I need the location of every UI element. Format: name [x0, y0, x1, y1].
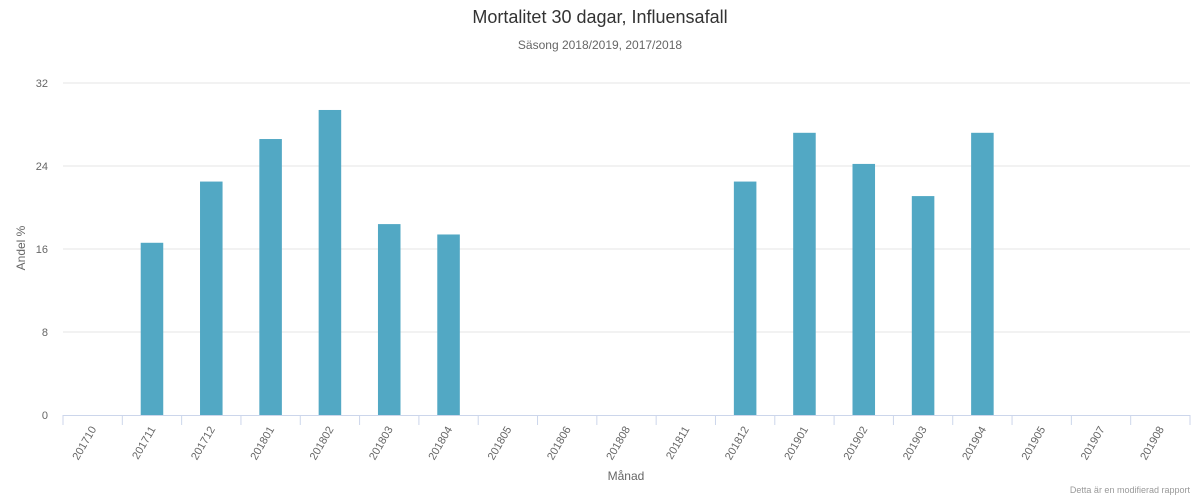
bar-201901[interactable] — [793, 132, 816, 416]
bar-201711[interactable] — [140, 242, 164, 415]
y-tick-label: 16 — [36, 244, 48, 256]
bar-201804[interactable] — [437, 234, 460, 415]
x-tick-label: 201904 — [960, 425, 989, 463]
bar-201812[interactable] — [733, 181, 757, 415]
bar-201803[interactable] — [377, 224, 401, 415]
y-tick-label: 24 — [36, 161, 48, 173]
x-tick-label: 201806 — [545, 425, 574, 463]
gridlines — [63, 82, 1190, 333]
chart-subtitle: Säsong 2018/2019, 2017/2018 — [517, 38, 683, 52]
x-tick-label: 201802 — [308, 425, 337, 463]
x-tick-label: 201902 — [842, 425, 871, 463]
x-tick-label: 201812 — [723, 425, 752, 463]
bar-201903[interactable] — [911, 196, 935, 415]
bar-201904[interactable] — [971, 132, 994, 416]
chart-title: Mortalitet 30 dagar, Influensafall — [472, 7, 728, 27]
y-tick-label: 0 — [42, 410, 48, 422]
x-tick-label: 201801 — [248, 425, 277, 463]
x-tick-label: 201903 — [901, 425, 930, 463]
x-axis-title: Månad — [608, 469, 645, 483]
x-tick-label: 201905 — [1020, 425, 1049, 463]
x-tick-label: 201804 — [426, 425, 455, 463]
x-tick-label: 201711 — [130, 425, 158, 462]
x-tick-label: 201710 — [71, 425, 100, 463]
x-axis: 201710 201711 201712 201801 201802 201803 2018… — [62, 415, 1191, 463]
x-tick-label: 201901 — [782, 425, 811, 463]
y-tick-label: 8 — [42, 327, 48, 339]
x-tick-label: 201803 — [367, 425, 396, 463]
bar-201902[interactable] — [852, 163, 876, 415]
y-axis: 0 8 16 24 32 — [36, 78, 48, 422]
x-tick-label: 201712 — [189, 425, 218, 463]
x-tick-label: 201907 — [1079, 425, 1108, 463]
x-tick-label: 201908 — [1138, 425, 1167, 463]
bar-201712[interactable] — [200, 181, 223, 415]
x-tick-label: 201805 — [486, 425, 515, 463]
x-tick-label: 201808 — [604, 425, 633, 463]
x-tick-label: 201811 — [664, 425, 692, 462]
bar-series — [140, 109, 994, 416]
bar-201802[interactable] — [318, 109, 342, 415]
y-axis-title: Andel % — [14, 225, 28, 270]
bar-201801[interactable] — [259, 139, 282, 415]
chart-credit: Detta är en modifierad rapport — [1069, 485, 1190, 495]
y-tick-label: 32 — [36, 78, 48, 90]
